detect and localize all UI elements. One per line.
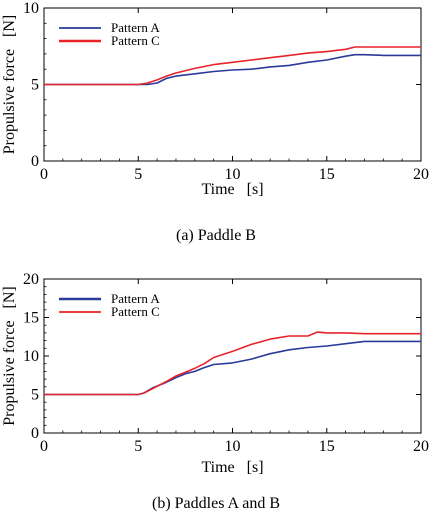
- x-tick-label: 5: [134, 438, 142, 455]
- series-line-pattern-c: [44, 46, 421, 86]
- y-tick-label: 5: [31, 387, 39, 404]
- y-tick-label: 15: [23, 310, 39, 327]
- legend-label: Pattern C: [111, 304, 160, 319]
- x-tick-label: 15: [319, 438, 335, 455]
- plot-frame: [43, 278, 422, 434]
- y-tick-label: 10: [23, 0, 39, 17]
- x-tick-label: 20: [413, 438, 429, 455]
- y-tick-label: 0: [31, 425, 39, 442]
- series-line-pattern-c: [44, 331, 421, 396]
- x-axis-title: Time [s]: [201, 181, 263, 198]
- legend-label: Pattern A: [111, 291, 160, 306]
- y-tick-label: 10: [23, 348, 39, 365]
- legend-label: Pattern C: [111, 33, 160, 48]
- y-tick-label: 20: [23, 271, 39, 288]
- chart-caption: (a) Paddle B: [176, 227, 256, 244]
- x-tick-label: 0: [40, 438, 48, 455]
- y-tick-label: 5: [31, 77, 39, 94]
- x-tick-label: 5: [134, 166, 142, 183]
- x-axis-title: Time [s]: [201, 459, 263, 476]
- y-axis-title: Propulsive force [N]: [1, 286, 18, 426]
- chart-caption: (b) Paddles A and B: [152, 495, 280, 512]
- x-tick-label: 10: [225, 438, 241, 455]
- series-line-pattern-a: [44, 53, 421, 86]
- x-tick-label: 20: [413, 166, 429, 183]
- series-line-pattern-a: [44, 340, 421, 396]
- x-tick-label: 10: [225, 166, 241, 183]
- y-tick-label: 0: [31, 153, 39, 170]
- y-axis-title: Propulsive force [N]: [1, 15, 18, 155]
- x-tick-label: 0: [40, 166, 48, 183]
- x-tick-label: 15: [319, 166, 335, 183]
- legend-label: Pattern A: [111, 20, 160, 35]
